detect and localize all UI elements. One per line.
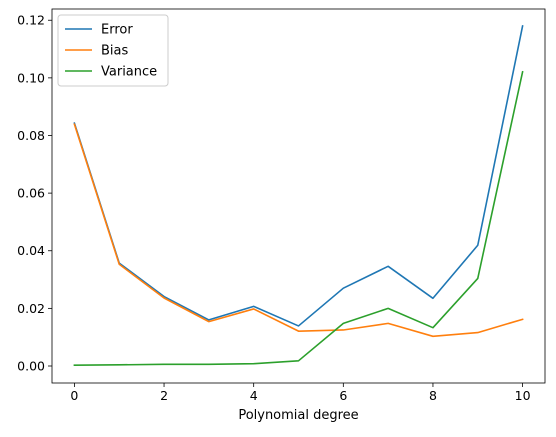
- legend: Error Bias Variance: [57, 14, 169, 87]
- y-tick-label: 0.08: [17, 128, 45, 143]
- y-tick-label: 0.04: [17, 243, 45, 258]
- legend-box: [57, 14, 169, 87]
- y-axis: 0.00 0.02 0.04 0.06 0.08 0.10 0.12: [17, 13, 52, 374]
- legend-label-variance: Variance: [101, 65, 157, 80]
- series-line-variance: [73, 70, 524, 366]
- y-tick-label: 0.12: [17, 13, 45, 28]
- x-axis: 0 2 4 6 8 10: [70, 383, 531, 403]
- y-tick-label: 0.06: [17, 186, 45, 201]
- x-tick-label: 4: [250, 388, 258, 403]
- series-line-bias: [73, 123, 524, 338]
- legend-label-bias: Bias: [101, 44, 128, 59]
- x-tick-label: 2: [160, 388, 168, 403]
- y-tick-label: 0.10: [17, 70, 45, 85]
- legend-label-error: Error: [101, 23, 133, 38]
- y-tick-label: 0.02: [17, 301, 45, 316]
- x-axis-label: Polynomial degree: [238, 408, 358, 423]
- x-tick-label: 10: [515, 388, 531, 403]
- plot-frame: [51, 8, 546, 384]
- y-tick-label: 0.00: [17, 359, 45, 374]
- x-tick-label: 6: [339, 388, 347, 403]
- series-layer: [73, 25, 524, 366]
- x-tick-label: 0: [70, 388, 78, 403]
- series-line-error: [73, 25, 524, 327]
- x-tick-label: 8: [429, 388, 437, 403]
